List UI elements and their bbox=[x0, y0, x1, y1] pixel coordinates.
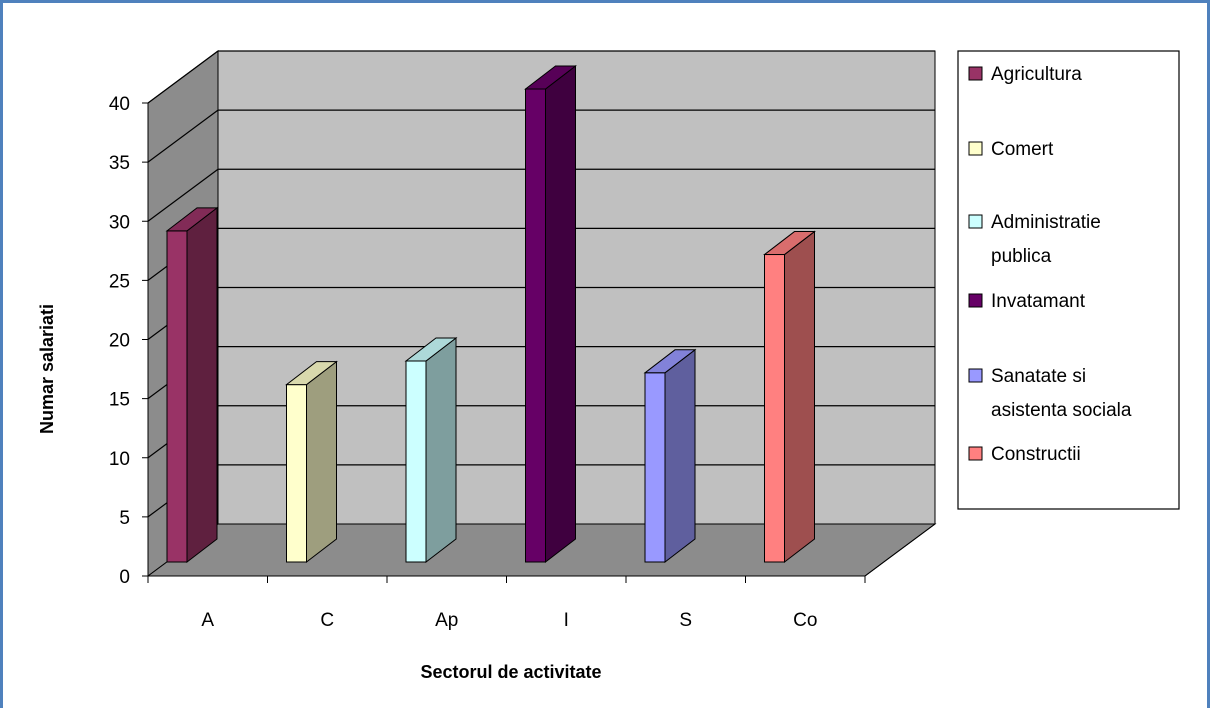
legend-label: Comert bbox=[991, 139, 1054, 160]
legend-label: Agricultura bbox=[991, 64, 1082, 85]
bar-side-S bbox=[664, 348, 696, 564]
y-tick-label: 30 bbox=[109, 212, 130, 233]
legend-swatch-1 bbox=[968, 66, 983, 81]
bar-side-C bbox=[306, 360, 337, 564]
y-tick-label: 40 bbox=[109, 94, 130, 115]
legend-label: Invatamant bbox=[991, 291, 1086, 312]
y-tick-label: 35 bbox=[109, 153, 130, 174]
y-tick-label: 10 bbox=[109, 449, 130, 470]
bar-front-C bbox=[286, 384, 307, 563]
gridline-side bbox=[147, 168, 219, 222]
x-tick-label: I bbox=[564, 610, 569, 631]
bar-top-S bbox=[643, 349, 697, 374]
x-tick-label: C bbox=[320, 610, 334, 631]
bar-front-I bbox=[525, 88, 546, 563]
legend-swatch-5 bbox=[968, 368, 983, 383]
legend-swatch-6 bbox=[968, 446, 983, 461]
bar-side-I bbox=[545, 64, 576, 564]
x-axis-title: Sectorul de activitate bbox=[420, 662, 601, 682]
x-tick-label: Ap bbox=[435, 610, 458, 631]
legend-swatch-2 bbox=[968, 141, 983, 156]
bar-top-Co bbox=[763, 231, 816, 256]
x-tick-label: S bbox=[679, 610, 692, 631]
bar-front-S bbox=[644, 372, 666, 563]
gridline-side bbox=[147, 50, 219, 104]
floor-edge bbox=[864, 523, 936, 577]
y-tick-label: 20 bbox=[109, 331, 130, 352]
legend-box bbox=[957, 50, 1180, 510]
bar-front-A bbox=[166, 230, 188, 563]
bar-top-A bbox=[165, 207, 219, 232]
legend-label: Sanatate si bbox=[991, 366, 1086, 387]
legend-label: publica bbox=[991, 246, 1052, 267]
bar-side-Co bbox=[784, 230, 815, 564]
y-tick-label: 0 bbox=[119, 567, 130, 588]
bar-top-Ap bbox=[404, 337, 458, 362]
y-tick-label: 5 bbox=[119, 508, 130, 529]
y-tick-label: 15 bbox=[109, 390, 130, 411]
y-tick-label: 25 bbox=[109, 271, 130, 292]
bar-side-Ap bbox=[425, 336, 457, 564]
legend-label: asistenta sociala bbox=[991, 400, 1132, 421]
bar-front-Co bbox=[764, 254, 785, 563]
legend-label: Constructii bbox=[991, 444, 1081, 465]
bar-side-A bbox=[186, 206, 218, 564]
bar-top-I bbox=[524, 65, 577, 90]
legend-swatch-4 bbox=[968, 293, 983, 308]
bar-chart-3d: 0 5 10 15 20 25 30 35 40 A C Ap I S Co Sectorul de acti… bbox=[37, 50, 1180, 682]
y-axis-title: Numar salariati bbox=[37, 304, 57, 434]
legend-label: Administratie bbox=[991, 212, 1101, 233]
bar-top-C bbox=[285, 361, 338, 386]
gridline-side bbox=[147, 109, 219, 163]
x-tick-label: Co bbox=[793, 610, 817, 631]
x-tick-label: A bbox=[201, 610, 214, 631]
bar-front-Ap bbox=[405, 360, 427, 563]
legend-swatch-3 bbox=[968, 214, 983, 229]
